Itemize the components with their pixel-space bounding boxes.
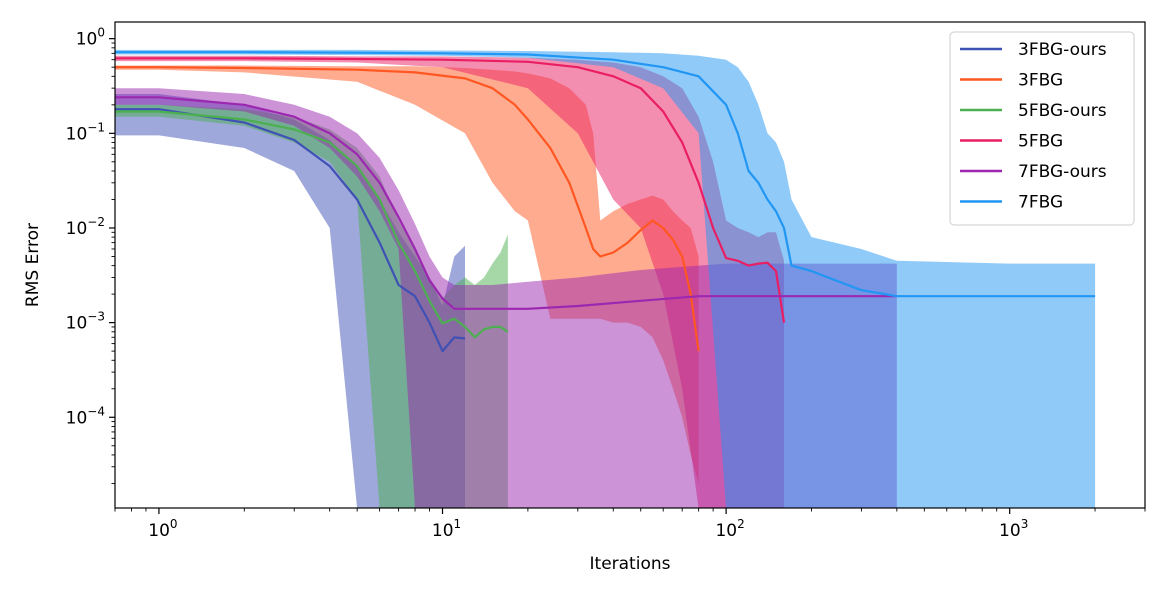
x-tick-label: 102: [715, 517, 744, 541]
series-line-5: [115, 51, 1096, 298]
legend-label: 5FBG: [1018, 132, 1063, 152]
legend: 3FBG-ours 3FBG 5FBG-ours 5FBG 7FBG-ours 7FBG: [949, 31, 1135, 226]
legend-label: 3FBG: [1018, 71, 1063, 91]
legend-label: 7FBG: [1018, 193, 1063, 213]
axes: 100 101 102 103 100 10−1 10−2 10−3 10−4: [66, 21, 1146, 541]
x-tick-label: 103: [999, 517, 1028, 541]
series-lines: [115, 51, 1096, 353]
y-tick-label: 10−1: [66, 120, 105, 144]
legend-label: 3FBG-ours: [1018, 40, 1107, 60]
error-band-3: [115, 55, 784, 508]
error-band-1: [115, 65, 699, 484]
error-band-5: [115, 49, 1096, 508]
series-line-4: [115, 96, 897, 310]
series-line-3: [115, 57, 786, 323]
series-line-0: [115, 108, 466, 353]
y-tick-label: 10−2: [66, 215, 105, 239]
y-axis-label: RMS Error: [23, 223, 43, 307]
y-tick-label: 100: [76, 26, 105, 50]
plot-frame: [114, 21, 1146, 509]
error-band-4: [115, 88, 897, 508]
x-axis-label: Iterations: [590, 554, 671, 574]
y-tick-label: 10−3: [66, 310, 105, 334]
legend-label: 7FBG-ours: [1018, 162, 1107, 182]
x-tick-label: 101: [432, 517, 461, 541]
x-tick-label: 100: [148, 517, 177, 541]
series-line-2: [115, 110, 509, 339]
series-line-1: [115, 66, 700, 352]
y-tick-label: 10−4: [66, 404, 105, 428]
legend-label: 5FBG-ours: [1018, 101, 1107, 121]
